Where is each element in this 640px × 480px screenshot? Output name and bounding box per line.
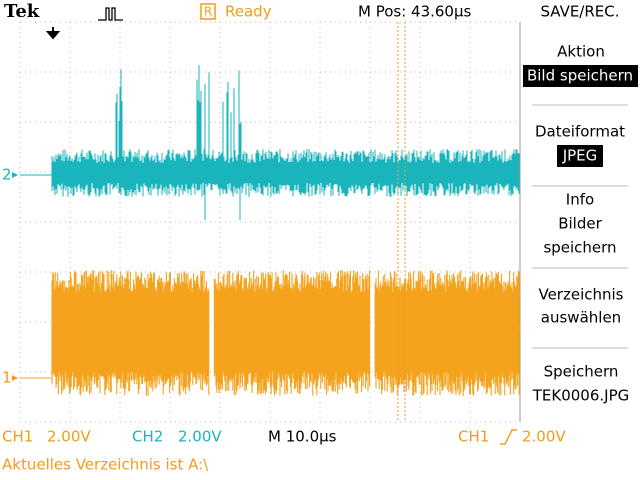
menu-title: SAVE/REC. bbox=[540, 3, 619, 21]
ch1-name: CH1 bbox=[2, 428, 33, 446]
menu-value[interactable]: Bild speichern bbox=[527, 67, 633, 85]
trigger-level: 2.00V bbox=[522, 428, 566, 446]
timebase: M 10.0µs bbox=[268, 428, 337, 446]
status-icon: R bbox=[204, 5, 212, 19]
menu-label[interactable]: speichern bbox=[543, 239, 616, 257]
ch2-marker: 2 bbox=[2, 166, 12, 184]
ch2-ground-marker bbox=[12, 172, 18, 178]
waveforms bbox=[12, 22, 520, 422]
acq-icon bbox=[98, 7, 123, 21]
menu-label[interactable]: Info bbox=[566, 191, 594, 209]
ch1-scale: 2.00V bbox=[47, 428, 91, 446]
status-message: Aktuelles Verzeichnis ist A:\ bbox=[2, 456, 209, 474]
m-pos: M Pos: 43.60µs bbox=[358, 3, 472, 21]
ch1-trace bbox=[20, 270, 520, 396]
side-menu: Aktion Bild speichern Dateiformat JPEG I… bbox=[523, 43, 638, 405]
ch1-marker: 1 bbox=[2, 369, 12, 387]
trigger-level-marker bbox=[510, 321, 519, 335]
status-box bbox=[200, 3, 216, 20]
menu-value[interactable]: JPEG bbox=[562, 147, 598, 165]
menu-label[interactable]: Aktion bbox=[557, 43, 605, 61]
menu-label[interactable]: Speichern bbox=[544, 363, 619, 381]
highlight bbox=[523, 65, 638, 87]
ch2-trace bbox=[20, 65, 520, 220]
ch2-scale: 2.00V bbox=[178, 428, 222, 446]
trigger-source: CH1 bbox=[458, 428, 489, 446]
trigger-slope bbox=[500, 429, 517, 445]
menu-label[interactable]: TEK0006.JPG bbox=[532, 387, 630, 405]
highlight bbox=[557, 145, 603, 167]
menu-label[interactable]: Verzeichnis bbox=[538, 286, 623, 304]
status: Ready bbox=[225, 3, 272, 21]
ch2-name: CH2 bbox=[132, 428, 163, 446]
menu-label[interactable]: Dateiformat bbox=[535, 123, 625, 141]
brand: Tek bbox=[4, 1, 40, 22]
ch1-ground-marker bbox=[12, 375, 18, 381]
trigger-pos-marker bbox=[45, 27, 61, 40]
menu-label[interactable]: auswählen bbox=[541, 309, 621, 327]
menu-label[interactable]: Bilder bbox=[558, 215, 602, 233]
